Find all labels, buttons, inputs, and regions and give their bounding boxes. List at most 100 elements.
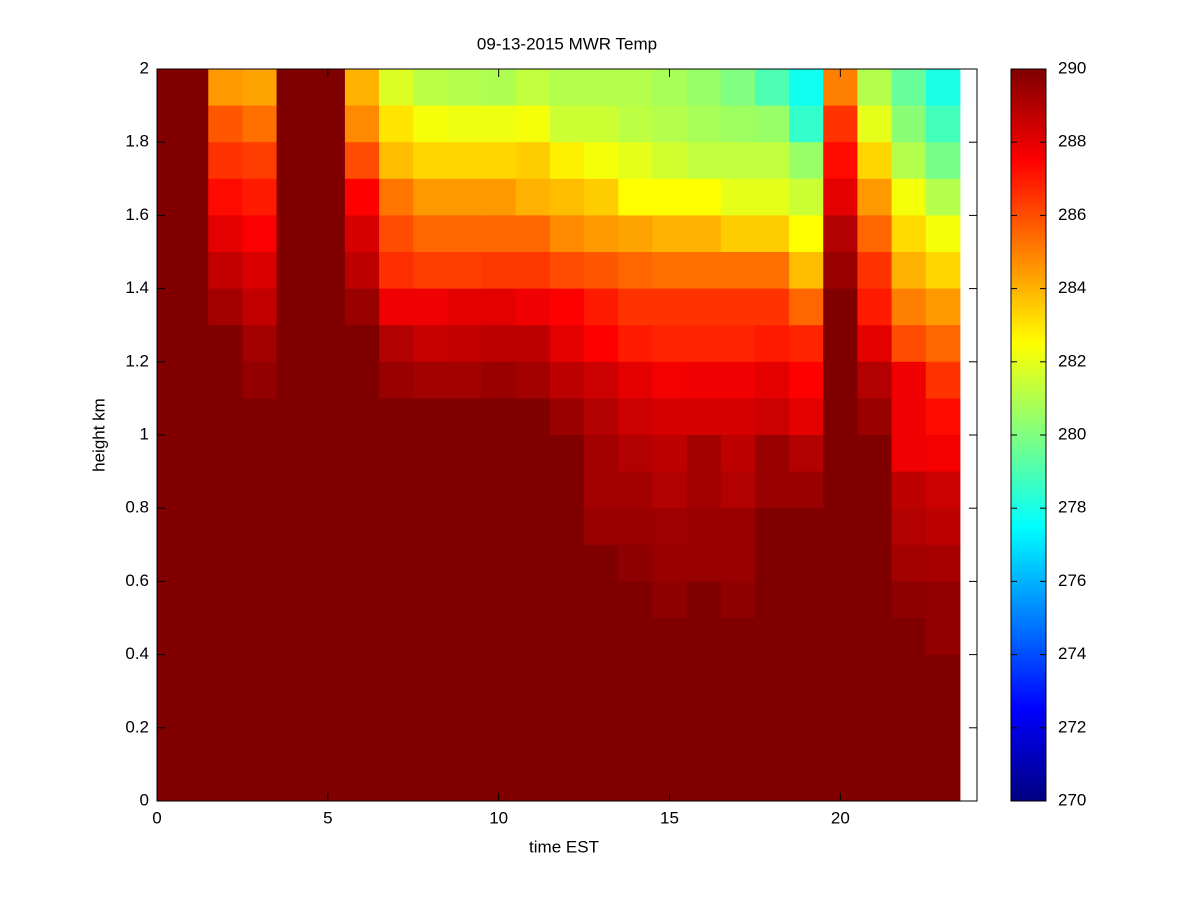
- heat-cell: [549, 544, 585, 582]
- heat-cell: [549, 471, 585, 509]
- heat-cell: [789, 654, 824, 692]
- heat-cell: [857, 727, 893, 765]
- heat-cell: [157, 581, 209, 619]
- heat-cell: [686, 544, 722, 582]
- heat-cell: [618, 215, 653, 253]
- heat-cell: [857, 288, 893, 326]
- heat-cell: [515, 215, 551, 253]
- heat-cell: [157, 654, 209, 692]
- heat-cell: [208, 544, 243, 582]
- heat-cell: [481, 581, 517, 619]
- colorbar-tick-label: 282: [1058, 351, 1086, 370]
- heat-cell: [754, 142, 790, 180]
- heat-cell: [549, 727, 585, 765]
- heat-cell: [379, 252, 414, 290]
- heat-cell: [652, 508, 688, 546]
- heat-cell: [208, 581, 243, 619]
- heat-cell: [857, 508, 893, 546]
- heat-cell: [549, 764, 585, 802]
- heat-cell: [789, 508, 824, 546]
- y-tick-label: 0.6: [125, 571, 149, 590]
- heat-cell: [789, 288, 824, 326]
- heat-cell: [515, 252, 551, 290]
- heat-cell: [823, 544, 858, 582]
- heat-cell: [720, 361, 756, 399]
- heat-cell: [618, 691, 653, 729]
- heat-cell: [686, 691, 722, 729]
- heat-cell: [242, 288, 278, 326]
- heat-cell: [208, 142, 243, 180]
- heat-cell: [618, 69, 653, 107]
- heat-cell: [208, 69, 243, 107]
- heat-cell: [157, 325, 209, 363]
- heat-cell: [413, 288, 448, 326]
- heat-cell: [242, 691, 278, 729]
- heat-cell: [276, 215, 312, 253]
- heat-cell: [413, 727, 448, 765]
- heat-cell: [379, 288, 414, 326]
- heat-cell: [618, 435, 653, 473]
- heat-cell: [686, 252, 722, 290]
- heat-cell: [857, 215, 893, 253]
- heat-cell: [310, 581, 346, 619]
- heat-cell: [379, 618, 414, 656]
- heat-cell: [686, 178, 722, 216]
- heat-cell: [447, 581, 483, 619]
- heat-cell: [413, 764, 448, 802]
- heat-cell: [276, 325, 312, 363]
- heat-cell: [857, 398, 893, 436]
- heat-cell: [310, 435, 346, 473]
- heat-cell: [413, 178, 448, 216]
- heat-cell: [891, 69, 927, 107]
- heat-cell: [344, 654, 380, 692]
- heat-cell: [413, 618, 448, 656]
- heat-cell: [823, 508, 858, 546]
- heat-cell: [515, 654, 551, 692]
- heat-cell: [481, 654, 517, 692]
- heat-cell: [891, 471, 927, 509]
- heat-cell: [413, 325, 448, 363]
- heat-cell: [652, 544, 688, 582]
- heat-cell: [276, 764, 312, 802]
- heat-cell: [789, 142, 824, 180]
- heat-cell: [276, 581, 312, 619]
- heat-cell: [379, 105, 414, 143]
- heat-cell: [208, 288, 243, 326]
- heat-cell: [891, 654, 927, 692]
- heat-cell: [447, 691, 483, 729]
- heat-cell: [481, 142, 517, 180]
- heat-cell: [344, 215, 380, 253]
- heat-cell: [481, 435, 517, 473]
- heat-cell: [686, 471, 722, 509]
- heat-cell: [242, 178, 278, 216]
- heat-cell: [379, 727, 414, 765]
- heat-cell: [754, 69, 790, 107]
- heat-cell: [686, 764, 722, 802]
- heat-cell: [720, 252, 756, 290]
- heat-cell: [549, 435, 585, 473]
- heat-cell: [652, 581, 688, 619]
- heat-cell: [549, 69, 585, 107]
- colorbar-tick-label: 270: [1058, 790, 1086, 809]
- heat-cell: [618, 544, 653, 582]
- heat-cell: [515, 398, 551, 436]
- y-tick-label: 1.8: [125, 132, 149, 151]
- heat-cell: [618, 727, 653, 765]
- heat-cell: [891, 618, 927, 656]
- heat-cell: [481, 105, 517, 143]
- colorbar-tick-label: 290: [1058, 58, 1086, 77]
- heat-cell: [549, 398, 585, 436]
- heat-cell: [789, 581, 824, 619]
- heat-cell: [208, 654, 243, 692]
- heat-cell: [754, 654, 790, 692]
- heat-cell: [344, 727, 380, 765]
- heat-cell: [447, 288, 483, 326]
- colorbar-tick-label: 274: [1058, 644, 1086, 663]
- heat-cell: [686, 325, 722, 363]
- heat-cell: [686, 361, 722, 399]
- heat-cell: [379, 654, 414, 692]
- y-tick-label: 0: [140, 790, 149, 809]
- heat-cell: [515, 471, 551, 509]
- heat-cell: [413, 252, 448, 290]
- heat-cell: [618, 105, 653, 143]
